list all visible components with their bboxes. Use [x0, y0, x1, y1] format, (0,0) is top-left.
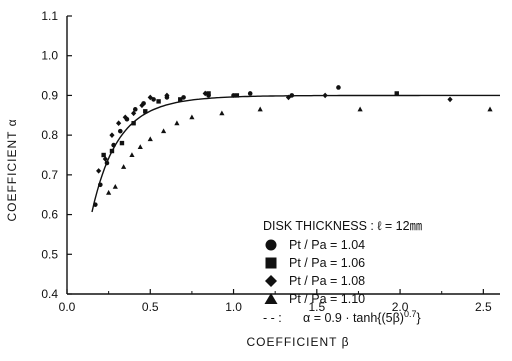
axes	[66, 16, 500, 295]
data-point-square	[131, 121, 136, 126]
data-point-diamond	[202, 90, 208, 97]
data-point-circle	[111, 142, 116, 148]
data-point-triangle	[106, 189, 112, 195]
data-point-triangle	[357, 106, 363, 112]
data-point-square	[119, 140, 125, 146]
legend-marker-circle	[265, 239, 277, 251]
data-point-circle	[132, 107, 138, 112]
data-point-diamond	[131, 110, 137, 117]
x-tick-label: 0.5	[142, 300, 159, 314]
y-tick-label: 1.1	[41, 9, 58, 23]
data-point-circle	[151, 97, 156, 102]
y-tick-label: 0.6	[41, 208, 58, 222]
data-point-diamond	[139, 102, 145, 109]
data-point-diamond	[109, 132, 115, 138]
y-axis-label: COEFFICIENT α	[5, 118, 19, 221]
x-tick-label: 1.0	[225, 300, 242, 314]
data-point-diamond	[285, 94, 292, 101]
y-tick-label: 0.7	[41, 168, 58, 182]
x-tick-label: 2.0	[392, 300, 409, 314]
legend-label-4: Pt / Pa = 1.10	[289, 292, 365, 306]
data-point-diamond	[164, 92, 170, 99]
legend-fit-formula: α = 0.9 · tanh{(5β)0.7}	[303, 309, 421, 325]
data-point-triangle	[147, 136, 153, 142]
y-tick-label: 0.4	[41, 287, 58, 301]
data-point-triangle	[219, 110, 225, 116]
x-tick-label: 2.5	[475, 300, 492, 314]
legend-fit-suffix: }	[416, 311, 420, 325]
legend-fit-exponent: 0.7	[404, 309, 417, 319]
data-point-circle	[117, 128, 123, 134]
legend-label-3: Pt / Pa = 1.08	[289, 274, 365, 288]
data-point-triangle	[137, 144, 143, 150]
data-point-diamond	[96, 168, 102, 174]
x-tick-label: 0.0	[59, 300, 76, 314]
data-point-triangle	[257, 106, 263, 112]
legend-marker-triangle	[264, 293, 278, 304]
data-point-triangle	[129, 152, 135, 157]
fit-curve	[91, 94, 500, 213]
y-tick-label: 0.5	[41, 247, 58, 261]
legend-label-1: Pt / Pa = 1.04	[289, 238, 365, 252]
data-point-triangle	[121, 164, 127, 169]
data-point-triangle	[189, 114, 195, 120]
data-point-circle	[98, 182, 103, 188]
data-point-diamond	[322, 92, 328, 99]
y-tick-label: 1.0	[41, 49, 58, 63]
legend-label-2: Pt / Pa = 1.06	[289, 256, 365, 270]
data-point-square	[101, 152, 106, 158]
data-point-square	[206, 91, 211, 96]
data-point-square	[394, 91, 399, 96]
data-point-circle	[336, 85, 341, 90]
legend-fit-main: α = 0.9 · tanh{(5β)	[303, 311, 404, 325]
data-point-square	[143, 109, 148, 114]
data-point-triangle	[487, 106, 493, 112]
legend: DISK THICKNESS : ℓ = 12㎜ Pt / Pa = 1.04 …	[263, 219, 423, 325]
data-point-diamond	[147, 94, 153, 101]
data-point-square	[156, 99, 161, 104]
y-tick-label: 0.9	[41, 88, 58, 102]
data-point-diamond	[116, 120, 122, 127]
x-axis-label: COEFFICIENT β	[246, 335, 349, 349]
legend-marker-square	[265, 257, 277, 269]
fit-curve-group	[91, 94, 500, 213]
data-point-triangle	[112, 183, 118, 189]
legend-fit-prefix: - - :	[263, 311, 282, 325]
tick-marks: 0.0 0.5 1.0 1.5 2.0 2.5 0.4 0.5 0.6 0.7 0.8 0.9 1.0 1…	[41, 9, 492, 314]
data-point-diamond	[102, 156, 108, 162]
data-point-square	[178, 97, 183, 102]
data-point-diamond	[122, 114, 128, 121]
data-point-circle	[289, 93, 295, 98]
data-point-circle	[104, 160, 110, 166]
data-point-triangle	[160, 128, 167, 134]
data-point-circle	[247, 91, 253, 96]
y-tick-label: 0.8	[41, 128, 58, 142]
legend-marker-diamond	[265, 275, 277, 287]
x-tick-label: 1.5	[308, 300, 325, 314]
data-point-square	[109, 148, 115, 154]
data-point-square	[234, 93, 240, 98]
data-point-circle	[93, 202, 98, 207]
data-point-diamond	[447, 96, 453, 103]
data-point-triangle	[174, 120, 180, 126]
data-points	[93, 85, 493, 207]
legend-title: DISK THICKNESS : ℓ = 12㎜	[263, 219, 423, 233]
